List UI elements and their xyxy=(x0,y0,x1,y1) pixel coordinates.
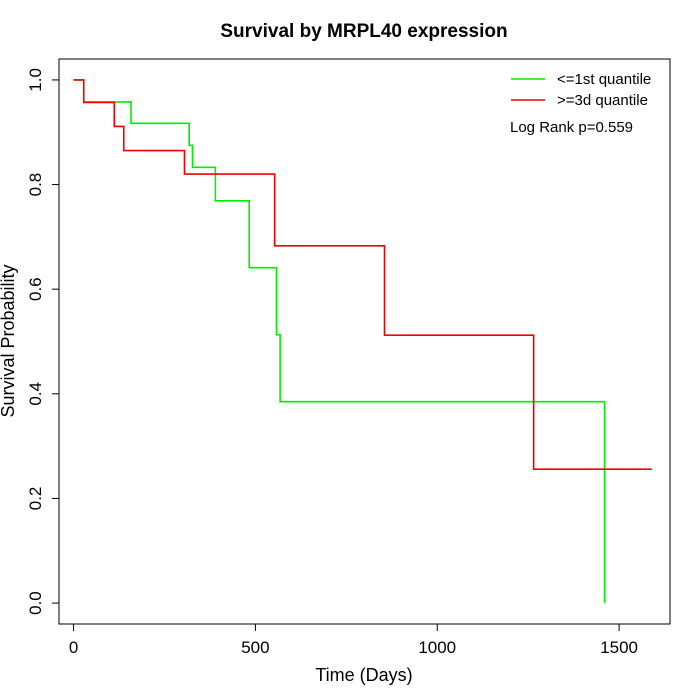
y-tick-label: 0.8 xyxy=(26,173,45,197)
y-tick-label: 0.6 xyxy=(26,277,45,301)
plot-frame xyxy=(58,58,671,625)
series-line-1 xyxy=(73,79,652,470)
y-tick-label: 0.0 xyxy=(26,591,45,615)
y-axis: 0.0 0.2 0.4 0.6 0.8 1.0 xyxy=(26,68,59,615)
y-tick-label: 1.0 xyxy=(26,68,45,92)
y-tick-label: 0.4 xyxy=(26,382,45,406)
x-tick-label: 1000 xyxy=(418,638,456,657)
x-tick-label: 500 xyxy=(241,638,269,657)
series-line-0 xyxy=(73,79,606,604)
chart-title: Survival by MRPL40 expression xyxy=(220,21,507,42)
x-tick-label: 0 xyxy=(69,638,78,657)
y-tick-label: 0.2 xyxy=(26,487,45,511)
y-axis-label: Survival Probability xyxy=(0,264,18,417)
legend-label-low: <=1st quantile xyxy=(557,71,651,88)
series-layer xyxy=(73,79,652,604)
legend-label-high: >=3d quantile xyxy=(557,92,648,109)
x-axis: 0 500 1000 1500 xyxy=(69,624,638,657)
log-rank-annotation: Log Rank p=0.559 xyxy=(510,119,633,136)
x-tick-label: 1500 xyxy=(600,638,638,657)
x-axis-label: Time (Days) xyxy=(315,665,412,685)
legend: <=1st quantile >=3d quantile xyxy=(511,71,651,109)
